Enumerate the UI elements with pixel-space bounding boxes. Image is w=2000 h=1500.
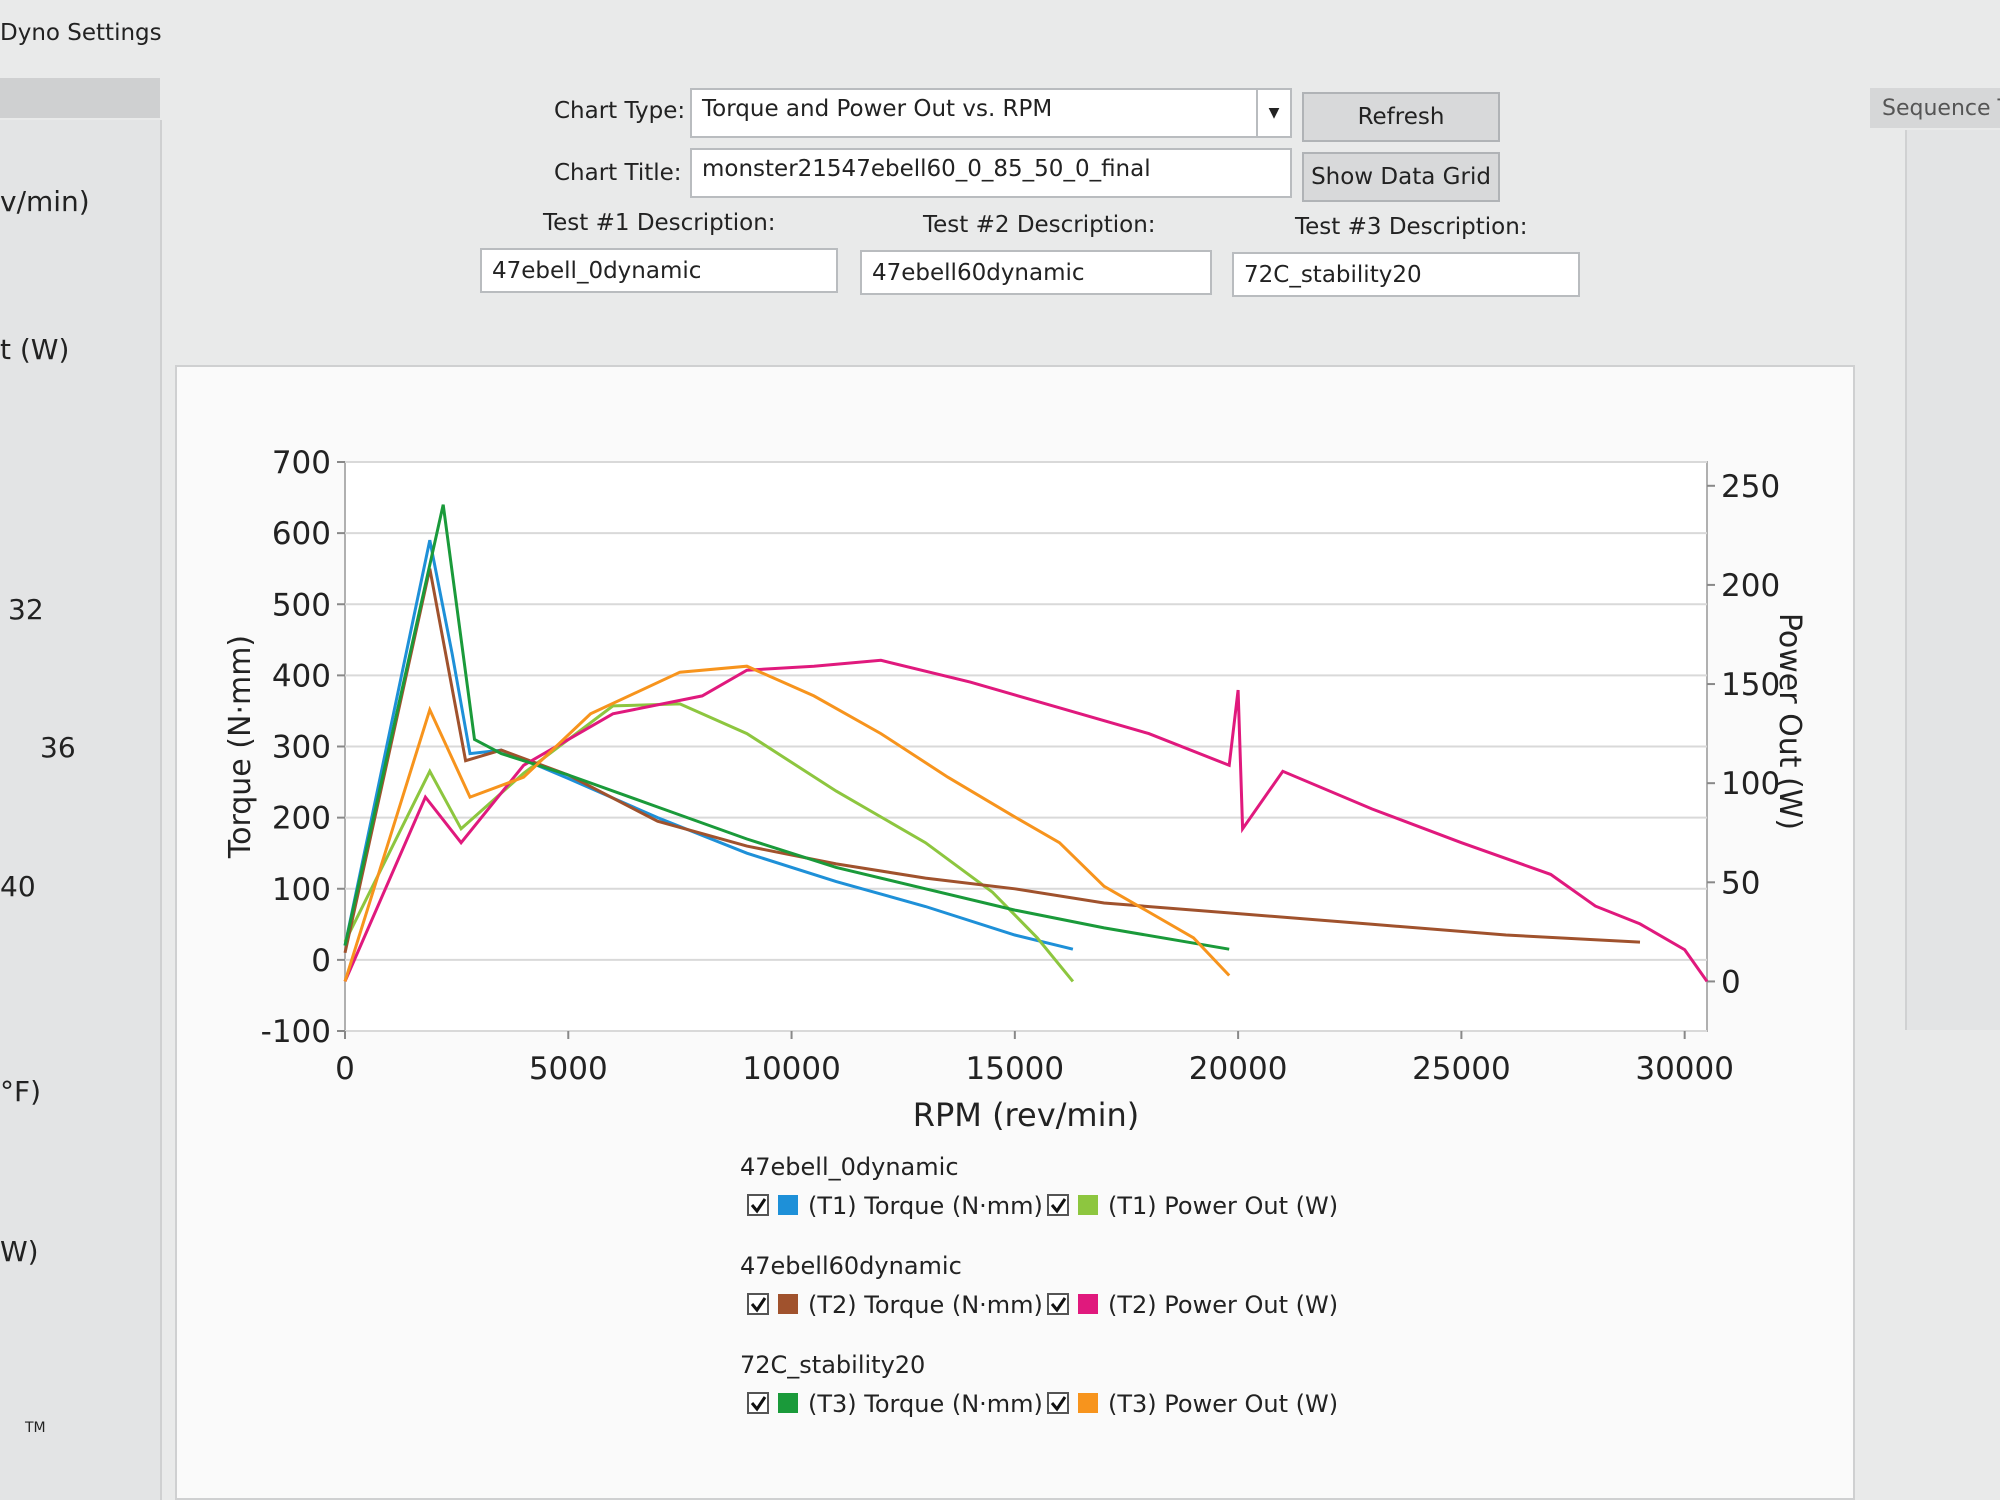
- x-tick-label: 15000: [966, 1051, 1065, 1087]
- y2-tick-label: 250: [1721, 469, 1780, 505]
- checkmark: [750, 1297, 767, 1313]
- chart-type-select[interactable]: Torque and Power Out vs. RPM ▼: [690, 88, 1292, 138]
- y2-tick-label: 150: [1721, 667, 1780, 703]
- legend-label: (T3) Torque (N·mm): [808, 1390, 1043, 1418]
- side-label: 32: [8, 593, 44, 626]
- side-label: v/min): [0, 185, 90, 218]
- x-tick-label: 20000: [1189, 1051, 1288, 1087]
- legend-label: (T1) Power Out (W): [1108, 1192, 1338, 1220]
- side-label: 36: [40, 731, 76, 764]
- legend-item: (T2) Torque (N·mm): [747, 1291, 1043, 1319]
- legend-swatch: [778, 1195, 798, 1215]
- chart-title-input[interactable]: monster21547ebell60_0_85_50_0_final: [690, 148, 1292, 198]
- legend-label: (T1) Torque (N·mm): [808, 1192, 1043, 1220]
- y-tick-label: 500: [272, 587, 331, 623]
- y-tick-label: 300: [272, 730, 331, 766]
- side-label: °F): [0, 1075, 42, 1108]
- y-tick-label: 200: [272, 801, 331, 837]
- data-line: [343, 568, 1641, 954]
- test-label: Test #3 Description:: [1295, 214, 1528, 240]
- y2-tick-label: 100: [1721, 766, 1780, 802]
- left-tab: [0, 78, 160, 118]
- checkmark: [1050, 1396, 1067, 1412]
- legend-swatch: [778, 1393, 798, 1413]
- legend-swatch: [1078, 1195, 1098, 1215]
- legend-swatch: [1078, 1294, 1098, 1314]
- x-tick-label: 30000: [1635, 1051, 1734, 1087]
- dropdown-arrow[interactable]: ▼: [1256, 90, 1290, 136]
- side-label: TM: [25, 1420, 46, 1436]
- test-input[interactable]: 47ebell60dynamic: [860, 250, 1212, 295]
- y-tick-label: 0: [311, 943, 331, 979]
- y2-tick-label: 200: [1721, 568, 1780, 604]
- side-label: W): [0, 1235, 39, 1268]
- y-tick-label: 400: [272, 658, 331, 694]
- legend-group-title: 47ebell60dynamic: [740, 1252, 962, 1280]
- y-tick-label: 100: [272, 872, 331, 908]
- show-data-grid-button[interactable]: Show Data Grid: [1302, 152, 1500, 202]
- data-line: [343, 664, 1231, 982]
- test-label: Test #2 Description:: [923, 212, 1156, 238]
- checkmark: [750, 1396, 767, 1412]
- chart-type-value: Torque and Power Out vs. RPM: [702, 96, 1053, 122]
- legend-swatch: [778, 1294, 798, 1314]
- y2-axis-title: Power Out (W): [1772, 613, 1807, 830]
- x-tick-label: 5000: [529, 1051, 608, 1087]
- chart-title-label: Chart Title:: [554, 160, 682, 186]
- legend-item: (T2) Power Out (W): [1047, 1291, 1338, 1319]
- sequence-tab[interactable]: Sequence T: [1870, 88, 2000, 128]
- window-title: Dyno Settings: [0, 20, 162, 46]
- side-label: t (W): [0, 333, 70, 366]
- left-panel: [0, 120, 162, 1500]
- checkmark: [1050, 1198, 1067, 1214]
- legend-group-title: 72C_stability20: [740, 1351, 925, 1379]
- legend-item: (T3) Power Out (W): [1047, 1390, 1338, 1418]
- chart-type-label: Chart Type:: [554, 98, 686, 124]
- checkmark: [1050, 1297, 1067, 1313]
- legend-label: (T2) Power Out (W): [1108, 1291, 1338, 1319]
- test-input[interactable]: 47ebell_0dynamic: [480, 248, 838, 293]
- legend-item: (T1) Power Out (W): [1047, 1192, 1338, 1220]
- legend-group-title: 47ebell_0dynamic: [740, 1153, 959, 1181]
- right-panel: [1905, 130, 2000, 1030]
- legend-swatch: [1078, 1393, 1098, 1413]
- test-label: Test #1 Description:: [543, 210, 776, 236]
- legend-label: (T3) Power Out (W): [1108, 1390, 1338, 1418]
- data-line: [343, 658, 1709, 983]
- y-tick-label: 600: [272, 516, 331, 552]
- data-line: [343, 504, 1230, 951]
- x-tick-label: 25000: [1412, 1051, 1511, 1087]
- data-line: [343, 702, 1075, 983]
- y-axis-title: Torque (N·mm): [223, 635, 258, 859]
- legend-item: (T3) Torque (N·mm): [747, 1390, 1043, 1418]
- y-tick-label: -100: [261, 1014, 331, 1050]
- legend-item: (T1) Torque (N·mm): [747, 1192, 1043, 1220]
- side-label: 40: [0, 870, 36, 903]
- x-axis-title: RPM (rev/min): [913, 1096, 1139, 1134]
- y-tick-label: 700: [272, 445, 331, 481]
- x-tick-label: 0: [335, 1051, 355, 1087]
- x-tick-label: 10000: [742, 1051, 841, 1087]
- refresh-button[interactable]: Refresh: [1302, 92, 1500, 142]
- legend-label: (T2) Torque (N·mm): [808, 1291, 1043, 1319]
- y2-tick-label: 50: [1721, 865, 1760, 901]
- test-input[interactable]: 72C_stability20: [1232, 252, 1580, 297]
- y2-tick-label: 0: [1721, 964, 1741, 1000]
- checkmark: [750, 1198, 767, 1214]
